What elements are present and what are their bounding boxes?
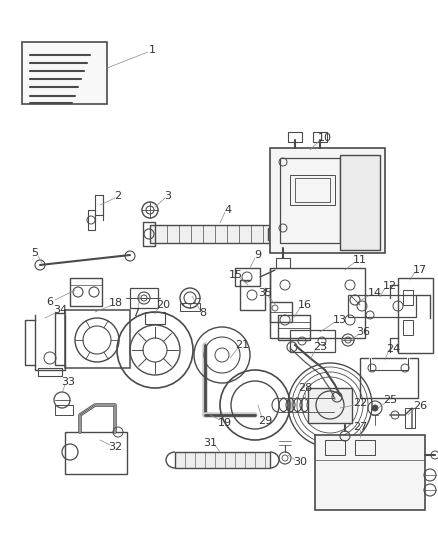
Text: 4: 4 [224, 205, 232, 215]
Bar [348, 295, 416, 317]
Bar [398, 278, 433, 353]
Text: 11: 11 [353, 255, 367, 265]
Text: 28: 28 [298, 383, 312, 393]
Bar [315, 435, 425, 510]
Text: 21: 21 [235, 340, 249, 350]
Text: 2: 2 [114, 191, 122, 201]
Text: 13: 13 [333, 315, 347, 325]
Bar [268, 228, 283, 240]
Text: 25: 25 [383, 395, 397, 405]
Text: 18: 18 [109, 298, 123, 308]
Bar [280, 158, 340, 243]
Bar [65, 310, 130, 368]
Circle shape [372, 405, 378, 411]
Text: 30: 30 [293, 457, 307, 467]
Text: 14: 14 [368, 288, 382, 298]
Bar [235, 268, 260, 286]
Bar [276, 258, 290, 268]
Bar [22, 42, 107, 104]
Bar [313, 132, 327, 142]
Bar [38, 368, 62, 376]
Text: 32: 32 [108, 442, 122, 452]
Text: 33: 33 [61, 377, 75, 387]
Text: 12: 12 [383, 281, 397, 291]
Bar [308, 388, 352, 423]
Bar [270, 148, 385, 253]
Text: 36: 36 [356, 327, 370, 337]
Bar [175, 452, 270, 468]
Bar [143, 222, 155, 246]
Bar [70, 278, 102, 306]
Text: 31: 31 [203, 438, 217, 448]
Text: 1: 1 [148, 45, 155, 55]
Text: 6: 6 [46, 297, 53, 307]
Bar [290, 330, 335, 352]
Bar [150, 225, 270, 243]
Text: 29: 29 [258, 416, 272, 426]
Text: 3: 3 [165, 191, 172, 201]
Text: 10: 10 [318, 133, 332, 143]
Text: 17: 17 [413, 265, 427, 275]
Bar [65, 432, 127, 474]
Text: 19: 19 [218, 418, 232, 428]
Bar [340, 155, 380, 250]
Bar [270, 268, 365, 338]
Bar [403, 290, 413, 305]
Text: 22: 22 [353, 398, 367, 408]
Bar [405, 408, 415, 428]
Bar [130, 288, 158, 308]
Bar [180, 303, 200, 311]
Bar [355, 440, 375, 455]
Text: 15: 15 [229, 270, 243, 280]
Text: 9: 9 [254, 250, 261, 260]
Text: 5: 5 [32, 248, 39, 258]
Bar [295, 178, 330, 202]
Bar [360, 358, 418, 398]
Text: 16: 16 [298, 300, 312, 310]
Bar [403, 320, 413, 335]
Bar [325, 440, 345, 455]
Text: 26: 26 [413, 401, 427, 411]
Bar [270, 302, 292, 322]
Text: 34: 34 [53, 305, 67, 315]
Text: 7: 7 [132, 308, 140, 318]
Bar [55, 405, 73, 415]
Bar [290, 175, 335, 205]
Text: 35: 35 [258, 288, 272, 298]
Text: 8: 8 [199, 308, 207, 318]
Text: 23: 23 [313, 342, 327, 352]
Bar [145, 312, 165, 324]
Text: 27: 27 [353, 422, 367, 432]
Bar [288, 132, 302, 142]
Bar [278, 315, 310, 340]
Text: 20: 20 [156, 300, 170, 310]
Text: 24: 24 [386, 344, 400, 354]
